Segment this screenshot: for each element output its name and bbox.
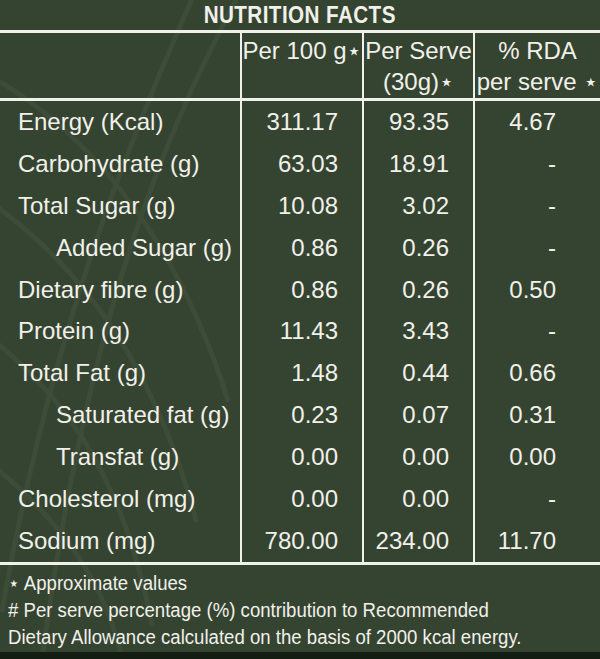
cell-per-100g: 63.03 [240,143,362,185]
cell-label: Transfat (g) [0,436,240,478]
header-nutrient-column [0,33,240,98]
footnotes: ⋆ Approximate values # Per serve percent… [0,565,600,651]
cell-per-100g: 11.43 [240,311,362,353]
cell-per-100g: 0.86 [240,269,362,311]
cell-label: Sodium (mg) [0,520,240,562]
cell-per-100g: 0.00 [240,436,362,478]
cell-per-100g: 0.00 [240,478,362,520]
cell-per-100g: 10.08 [240,185,362,227]
cell-rda: 0.31 [473,394,600,436]
cell-rda: - [473,311,600,353]
cell-per-serve: 0.26 [362,227,473,269]
cell-rda: 0.50 [473,269,600,311]
cell-per-serve: 0.26 [362,269,473,311]
cell-per-serve: 0.00 [362,436,473,478]
cell-label: Protein (g) [0,311,240,353]
footnote-line1-text: ⋆ Approximate values [8,570,187,597]
header-per-100g-text: Per 100 g⋆ [242,37,361,64]
cell-rda: 0.00 [473,436,600,478]
cell-rda: 11.70 [473,520,600,562]
label-title-bar: NUTRITION FACTS [0,0,600,33]
cell-label: Carbohydrate (g) [0,143,240,185]
cell-per-serve: 0.07 [362,394,473,436]
cell-label: Energy (Kcal) [0,101,240,143]
cell-per-100g: 0.23 [240,394,362,436]
table-body: Energy (Kcal) 311.17 93.35 4.67 Carbohyd… [0,101,600,565]
cell-rda: - [473,143,600,185]
footnote-line3-text: Dietary Allowance calculated on the basi… [8,624,522,651]
footnote-approximate-values: ⋆ Approximate values [8,570,600,597]
header-rda-line1: % RDA [498,37,577,64]
footnote-rda-line1: # Per serve percentage (%) contribution … [8,597,600,624]
cell-label: Total Sugar (g) [0,185,240,227]
footnote-rda-line2: Dietary Allowance calculated on the basi… [8,624,600,651]
nutrition-label: NUTRITION FACTS Per 100 g⋆ Per Serve (30… [0,0,600,659]
cell-label: Cholesterol (mg) [0,478,240,520]
bottom-edge-strip [0,652,600,659]
cell-label: Saturated fat (g) [0,394,240,436]
cell-per-100g: 311.17 [240,101,362,143]
cell-rda: - [473,227,600,269]
cell-per-serve: 93.35 [362,101,473,143]
cell-label: Dietary fibre (g) [0,269,240,311]
cell-per-100g: 0.86 [240,227,362,269]
header-per-serve: Per Serve (30g)⋆ [362,33,473,98]
header-per-serve-line1: Per Serve [365,37,472,64]
header-per-100g: Per 100 g⋆ [240,33,362,98]
footnote-line2-text: # Per serve percentage (%) contribution … [8,597,489,624]
cell-per-serve: 3.43 [362,311,473,353]
cell-per-serve: 234.00 [362,520,473,562]
cell-rda: 4.67 [473,101,600,143]
cell-per-serve: 0.00 [362,478,473,520]
header-rda-line2: per serve ⋆ [477,68,599,95]
cell-per-100g: 780.00 [240,520,362,562]
header-rda: % RDA per serve ⋆ [473,33,600,98]
cell-label: Total Fat (g) [0,352,240,394]
cell-rda: 0.66 [473,352,600,394]
cell-per-serve: 0.44 [362,352,473,394]
cell-label: Added Sugar (g) [0,227,240,269]
header-per-serve-line2: (30g)⋆ [383,68,454,95]
label-title: NUTRITION FACTS [204,1,396,29]
cell-per-serve: 18.91 [362,143,473,185]
table-header-row: Per 100 g⋆ Per Serve (30g)⋆ % RDA per se… [0,33,600,101]
cell-rda: - [473,185,600,227]
cell-per-serve: 3.02 [362,185,473,227]
cell-per-100g: 1.48 [240,352,362,394]
cell-rda: - [473,478,600,520]
